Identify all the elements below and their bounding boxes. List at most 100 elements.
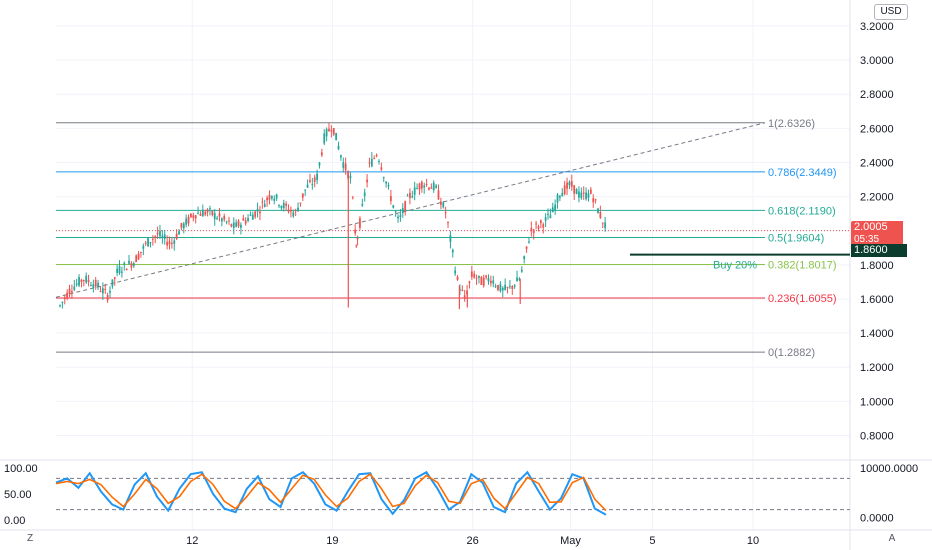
candle-body [287, 209, 290, 212]
candle-body [425, 184, 428, 186]
candle-body [170, 243, 173, 245]
candle-body [247, 218, 249, 221]
time-axis-label: 26 [466, 535, 478, 547]
candle-body [592, 198, 595, 203]
candle-body [597, 208, 599, 214]
candle-body [409, 192, 411, 199]
candle-body [378, 161, 380, 163]
candle-body [87, 279, 90, 282]
candle-body [351, 197, 354, 199]
candle-body [599, 212, 602, 218]
currency-button[interactable]: USD [874, 4, 908, 20]
dashed-trend-line [55, 122, 766, 298]
current-price-tag: 2.0005 05:35 [851, 221, 903, 247]
candle-body [130, 262, 133, 268]
candle-body [416, 188, 418, 190]
candle-body [249, 214, 252, 216]
candle-body [290, 209, 292, 212]
candle-body [299, 202, 302, 204]
candle-body [232, 222, 235, 229]
candle-body [182, 223, 185, 229]
candle-body [292, 212, 295, 217]
candle-body [544, 217, 547, 221]
candle-body [168, 241, 171, 245]
candle-countdown: 05:35 [854, 234, 880, 245]
candle-body [80, 279, 83, 283]
candle-body [604, 222, 607, 228]
stoch-axis-label-left: 50.00 [4, 489, 32, 501]
candle-body [470, 271, 473, 277]
candle-body [175, 233, 178, 239]
candle-body [601, 222, 604, 224]
candle-body [385, 181, 388, 184]
candle-body [363, 192, 366, 197]
candle-body [61, 301, 64, 303]
candle-body [337, 145, 340, 150]
candle-body [154, 235, 157, 238]
candle-body [475, 277, 478, 279]
candle-body [454, 270, 457, 274]
fibonacci-retracement[interactable]: 1(2.6326) 0.786(2.3449) 0.618(2.1190) 0.5(1… [56, 118, 850, 359]
candle-body [120, 271, 123, 273]
candle-body [342, 162, 345, 168]
auto-scale-button[interactable]: A [888, 533, 896, 544]
candle-body [528, 241, 530, 243]
candle-body [285, 203, 288, 206]
candle-body [278, 205, 280, 207]
candle-body [90, 284, 92, 286]
candle-body [304, 189, 307, 191]
candle-body [551, 207, 554, 213]
candle-body [244, 220, 247, 224]
candle-body [420, 181, 423, 189]
candle-body [328, 128, 330, 132]
fib-level-label: 0.618(2.1190) [768, 205, 836, 217]
candle-body [230, 224, 233, 227]
candle-body [332, 128, 335, 135]
price-axis-label: 1.4000 [860, 328, 894, 340]
candle-body [256, 209, 259, 212]
trend-line[interactable] [55, 122, 766, 298]
candle-body [197, 212, 199, 214]
candle-body [225, 221, 228, 223]
candle-body [439, 201, 442, 205]
candle-body [566, 182, 568, 189]
candle-body [537, 226, 540, 229]
candle-body [185, 218, 188, 225]
candle-body [499, 284, 502, 292]
candle-body [294, 210, 297, 212]
candle-body [211, 211, 214, 216]
candle-body [451, 249, 454, 253]
candle-body [94, 279, 97, 287]
candle-body [99, 291, 102, 293]
stoch-k-line [55, 470, 607, 516]
zoom-button[interactable]: Z [26, 533, 34, 544]
candle-body [344, 163, 347, 171]
candle-body [297, 207, 299, 212]
candle-body [432, 182, 435, 191]
price-axis-label: 3.0000 [860, 55, 894, 67]
candle-body [273, 198, 276, 201]
candle-body [480, 276, 483, 285]
price-axis-label: 1.0000 [860, 396, 894, 408]
candle-body [311, 184, 314, 186]
candle-body [580, 192, 583, 199]
candle-body [373, 158, 376, 160]
candle-body [444, 212, 447, 214]
stoch-axis-label-right: 10000.0000 [860, 463, 918, 475]
candle-body [394, 211, 397, 213]
stochastic-pane[interactable]: 100.00 50.00 0.00 10000.0000 0.0000 [4, 463, 918, 527]
candle-body [406, 195, 409, 197]
candle-body [75, 283, 78, 285]
candle-body [516, 277, 518, 282]
candle-body [559, 196, 561, 198]
candle-body [399, 215, 402, 217]
candle-body [73, 286, 76, 290]
candle-body [587, 193, 590, 198]
candle-body [101, 288, 104, 294]
price-axis-label: 1.2000 [860, 362, 894, 374]
candle-body [506, 287, 509, 289]
time-axis[interactable]: 12 19 26 May 5 10 [186, 535, 759, 547]
candle-body [487, 278, 490, 282]
